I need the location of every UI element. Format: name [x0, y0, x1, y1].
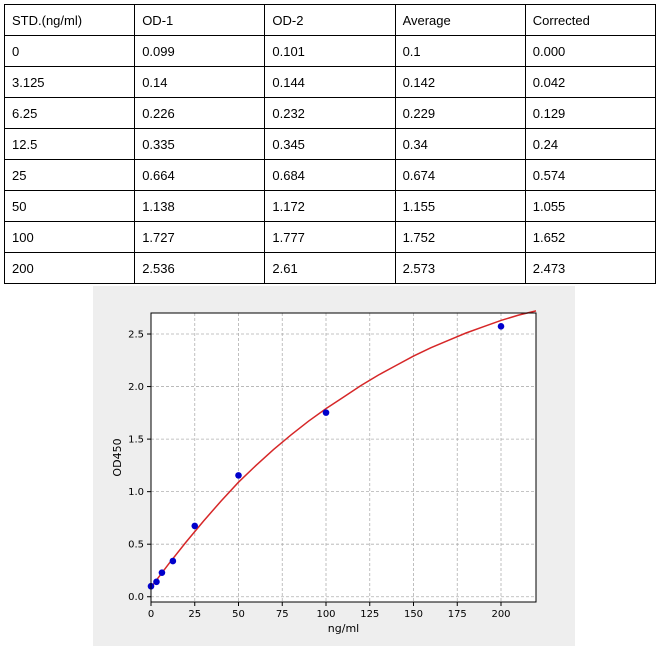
table-cell: 0.144 [264, 66, 396, 98]
y-tick-label: 2.5 [128, 330, 144, 341]
table-cell: 1.752 [394, 221, 526, 253]
x-tick-label: 150 [404, 609, 423, 620]
table-cell: 100 [3, 221, 136, 253]
table-cell: 0.099 [134, 35, 266, 67]
table-cell: 2.473 [524, 252, 657, 284]
table-cell: 0 [3, 35, 136, 67]
table-cell: 2.573 [394, 252, 526, 284]
table-cell: 1.055 [524, 190, 657, 222]
table-cell: 0.684 [264, 159, 396, 191]
table-row: 12.5 0.335 0.345 0.34 0.24 [3, 128, 657, 160]
table-cell: 1.777 [264, 221, 396, 253]
table-row: 3.125 0.14 0.144 0.142 0.042 [3, 66, 657, 98]
table-cell: 1.727 [134, 221, 266, 253]
table-cell: 0.042 [524, 66, 657, 98]
table-cell: 0.664 [134, 159, 266, 191]
table-row: 200 2.536 2.61 2.573 2.473 [3, 252, 657, 284]
table-cell: Average [394, 4, 526, 36]
x-axis-label: ng/ml [328, 622, 359, 635]
table-cell: 0.345 [264, 128, 396, 160]
table-cell: 0.1 [394, 35, 526, 67]
x-tick-label: 125 [360, 609, 379, 620]
x-tick-label: 100 [316, 609, 335, 620]
y-tick-label: 0.0 [128, 592, 144, 603]
grid-lines [150, 313, 536, 602]
fit-curve [150, 310, 537, 588]
chart-panel: 0 25 50 75 100 125 150 175 200 0.0 0.5 1.0 1.5 2.0 2.5… [93, 286, 575, 646]
table-cell: 0.129 [524, 97, 657, 129]
table-row: 100 1.727 1.777 1.752 1.652 [3, 221, 657, 253]
table-cell: 1.155 [394, 190, 526, 222]
data-point [322, 409, 330, 416]
data-point [153, 578, 160, 586]
table-cell: 0.34 [394, 128, 526, 160]
table-cell: 0.000 [524, 35, 657, 67]
y-tick-label: 1.5 [128, 435, 144, 446]
x-tick-label: 0 [148, 609, 154, 620]
table-cell: 1.138 [134, 190, 266, 222]
data-points-layer [147, 323, 505, 590]
table-cell: 0.14 [134, 66, 266, 98]
x-tick-label: 25 [188, 609, 201, 620]
table-cell: 50 [3, 190, 136, 222]
table-cell: 0.229 [394, 97, 526, 129]
table-cell: 1.652 [524, 221, 657, 253]
table-cell: OD-2 [264, 4, 396, 36]
plot-frame [150, 312, 537, 603]
data-point [169, 557, 177, 565]
table-cell: 2.61 [264, 252, 396, 284]
table-cell: 3.125 [3, 66, 136, 98]
standard-curve-chart: 0 25 50 75 100 125 150 175 200 0.0 0.5 1.0 1.5 2.0 2.5… [111, 310, 537, 635]
table-cell: 0.232 [264, 97, 396, 129]
table-cell: 0.574 [524, 159, 657, 191]
table-cell: 0.674 [394, 159, 526, 191]
table-cell: 25 [3, 159, 136, 191]
fit-curve-layer [150, 310, 537, 588]
data-point [497, 323, 505, 330]
plot-area [151, 313, 536, 602]
x-tick-label: 175 [448, 609, 467, 620]
table-row: 0 0.099 0.101 0.1 0.000 [3, 35, 657, 67]
table-cell: 0.142 [394, 66, 526, 98]
x-tick-label: 75 [276, 609, 289, 620]
table-cell: STD.(ng/ml) [3, 4, 136, 36]
table-cell: 0.335 [134, 128, 266, 160]
table-row: 50 1.138 1.172 1.155 1.055 [3, 190, 657, 222]
data-point [191, 522, 199, 530]
table-cell: 0.101 [264, 35, 396, 67]
axis-ticks: 0 25 50 75 100 125 150 175 200 0.0 0.5 1.0 1.5 2.0 2.5 [128, 330, 510, 620]
y-tick-label: 2.0 [128, 382, 144, 393]
data-point [158, 569, 166, 576]
table-row: 25 0.664 0.684 0.674 0.574 [3, 159, 657, 191]
table-cell: 1.172 [264, 190, 396, 222]
table-cell: 2.536 [134, 252, 266, 284]
table-cell: OD-1 [134, 4, 266, 36]
table-header-row: STD.(ng/ml) OD-1 OD-2 Average Corrected [3, 4, 657, 36]
y-axis-label: OD450 [111, 438, 124, 476]
x-tick-label: 200 [491, 609, 510, 620]
x-tick-label: 50 [232, 609, 245, 620]
table-cell: 0.24 [524, 128, 657, 160]
table-cell: 12.5 [3, 128, 136, 160]
table-cell: 200 [3, 252, 136, 284]
y-tick-label: 0.5 [128, 540, 144, 551]
data-point [235, 472, 242, 479]
y-tick-label: 1.0 [128, 487, 144, 498]
table-row: 6.25 0.226 0.232 0.229 0.129 [3, 97, 657, 129]
standard-table: STD.(ng/ml) OD-1 OD-2 Average Corrected 0 0.09… [3, 4, 657, 284]
table-cell: Corrected [524, 4, 657, 36]
table-cell: 6.25 [3, 97, 136, 129]
table-cell: 0.226 [134, 97, 266, 129]
